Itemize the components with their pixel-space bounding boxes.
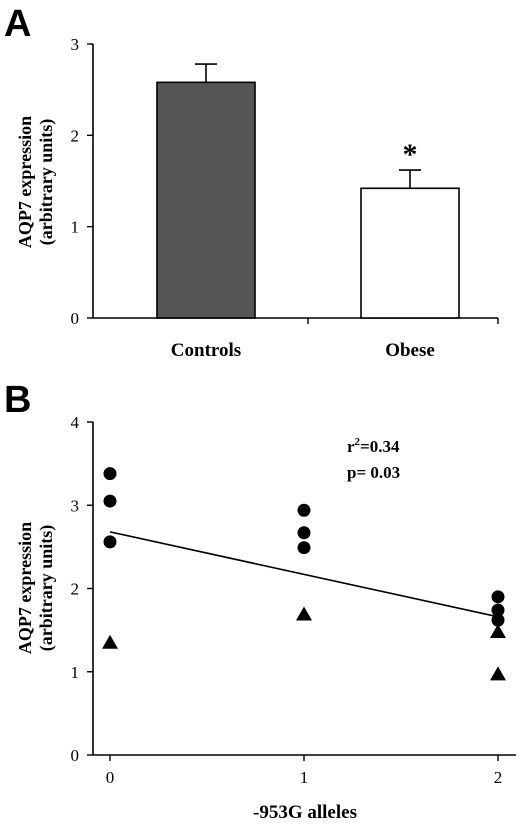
panel-b-point-circle xyxy=(103,467,117,481)
panel-b-ytick-label: 2 xyxy=(71,580,80,599)
panel-b-point-circle xyxy=(297,541,311,555)
panel-a-ytick-label: 3 xyxy=(71,35,80,54)
panel-a-letter: A xyxy=(4,3,31,45)
panel-b-ytick-label: 3 xyxy=(71,496,80,515)
panel-a: A AQP7 expression (arbitrary units) 0 1 2 3… xyxy=(4,3,499,361)
panel-b-point-circle xyxy=(103,494,117,508)
panel-b-point-circle xyxy=(297,503,311,517)
panel-b-ytick-label: 1 xyxy=(71,663,80,682)
panel-a-significance-marker: * xyxy=(403,138,418,171)
panel-b-p-annotation: p= 0.03 xyxy=(347,463,400,482)
panel-a-bar xyxy=(360,187,460,319)
panel-b-xlabel: -953G alleles xyxy=(253,802,357,823)
panel-b-point-triangle xyxy=(490,666,506,681)
r2-superscript: 2 xyxy=(355,436,361,448)
panel-b-point-circle xyxy=(491,613,505,627)
panel-a-ytick-label: 1 xyxy=(71,218,80,237)
panel-b-ytick-label: 4 xyxy=(71,413,80,432)
panel-b-point-triangle xyxy=(490,623,506,638)
panel-b-ytick-label: 0 xyxy=(71,746,80,765)
panel-b-regression-line xyxy=(109,531,499,618)
panel-a-bar xyxy=(156,81,256,319)
panel-b-ylabel-line1: AQP7 expression xyxy=(15,522,35,654)
panel-b-point-circle xyxy=(103,535,117,549)
panel-a-ylabel-line1: AQP7 expression xyxy=(15,116,35,248)
panel-a-ylabel-line2: (arbitrary units) xyxy=(36,119,57,245)
panel-b-plot: 0 1 2 3 4 0 1 2 xyxy=(71,413,516,787)
r2-value: =0.34 xyxy=(360,437,400,456)
panel-b-point-circle xyxy=(297,526,311,540)
panel-b-point-triangle xyxy=(102,634,118,649)
panel-b-letter: B xyxy=(4,379,31,421)
r2-prefix: r xyxy=(347,437,355,456)
panel-b-r2-annotation: r2=0.34 xyxy=(347,436,400,456)
panel-a-ytick-label: 0 xyxy=(71,309,80,328)
panel-b-xtick-label: 2 xyxy=(494,768,503,787)
panel-b-xtick-label: 0 xyxy=(106,768,115,787)
panel-a-category-label: Controls xyxy=(171,340,241,361)
panel-a-plot: 0 1 2 3 Controls Obese * xyxy=(71,35,499,361)
panel-b-point-circle xyxy=(491,603,505,617)
panel-b: B AQP7 expression (arbitrary units) -953… xyxy=(4,379,516,823)
panel-b-point-triangle xyxy=(296,606,312,621)
panel-b-xtick-label: 1 xyxy=(300,768,309,787)
panel-a-ytick-label: 2 xyxy=(71,126,80,145)
panel-b-ylabel-line2: (arbitrary units) xyxy=(36,525,57,651)
panel-a-category-label: Obese xyxy=(385,340,435,361)
panel-b-point-circle xyxy=(491,590,505,604)
